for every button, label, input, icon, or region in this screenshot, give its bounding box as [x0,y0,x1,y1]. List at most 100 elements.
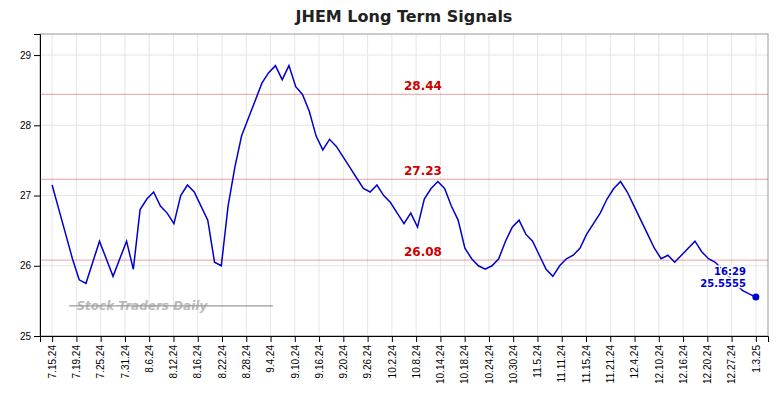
tick: 10.18.24 [459,336,470,384]
plot-area [40,66,768,301]
tick: 9.4.24 [265,336,276,373]
y-axis: 25 26 27 28 29 [20,35,41,342]
x-axis: 7.15.247.19.247.25.247.31.248.6.248.12.2… [41,336,769,384]
tick-label: 9.16.24 [314,345,325,379]
tick-label: 9.26.24 [362,345,373,379]
tick: 9.20.24 [338,336,349,378]
grid [40,34,768,336]
tick-mark [732,336,733,342]
reference-line [40,260,768,261]
tick: 7.25.24 [95,336,106,378]
tick: 10.14.24 [435,336,446,384]
tick-mark [343,336,344,342]
grid-line [124,34,125,336]
tick: 12.27.24 [726,336,737,384]
tick-mark [513,336,514,342]
tick-label: 8.16.24 [192,345,203,379]
tick: 28 [20,120,40,131]
tick-label: 10.14.24 [435,345,446,384]
tick-label: 7.19.24 [71,345,82,379]
tick-label: 12.10.24 [654,345,665,384]
grid-line [319,34,320,336]
tick-label: 11.5.24 [532,345,543,378]
grid-line [246,34,247,336]
tick-mark [659,336,660,342]
grid-line [197,34,198,336]
tick-label: 12.16.24 [678,345,689,384]
tick-mark [173,336,174,342]
tick-label: 8.22.24 [217,345,228,379]
tick: 29 [20,50,40,61]
tick-mark [610,336,611,342]
tick-label: 12.20.24 [702,345,713,384]
tick-mark [149,336,150,342]
tick-label: 9.20.24 [338,345,349,379]
tick: 10.2.24 [387,336,398,378]
tick: 11.11.24 [556,336,567,382]
tick-mark [440,336,441,342]
tick-label: 25 [20,331,32,342]
tick-mark [537,336,538,342]
tick-mark [34,125,40,126]
tick-mark [52,336,53,342]
plot-frame [40,34,768,336]
tick: 10.30.24 [508,336,519,384]
grid-line [755,34,756,336]
grid-line [222,34,223,336]
tick-mark [416,336,417,342]
tick-mark [465,336,466,342]
grid-line [683,34,684,336]
tick: 9.16.24 [314,336,325,378]
tick: 7.15.24 [47,336,58,378]
last-point [752,293,759,300]
tick-label: 7.25.24 [95,345,106,379]
reference-line [40,179,768,180]
tick-mark [368,336,369,342]
axis-line [41,337,769,343]
tick-mark [707,336,708,342]
reference-label: 27.23 [404,164,442,178]
tick-mark [635,336,636,342]
grid-line [100,34,101,336]
tick-mark [392,336,393,342]
tick-mark [76,336,77,342]
tick-label: 10.30.24 [508,345,519,384]
tick: 12.16.24 [678,336,689,384]
grid-line [731,34,732,336]
tick: 11.15.24 [581,336,592,383]
annotations: 28.4427.2326.0816:2925.5555Stock Traders… [69,79,746,313]
tick-label: 7.31.24 [120,345,131,379]
tick-label: 9.4.24 [265,345,276,373]
reference-line [40,94,768,95]
annotation-value: 25.5555 [700,278,746,289]
tick-label: 27 [20,190,32,201]
tick: 8.16.24 [192,336,203,378]
tick: 26 [20,260,40,271]
grid-line [586,34,587,336]
tick-mark [756,336,757,342]
tick-label: 10.2.24 [387,345,398,379]
tick-label: 12.4.24 [629,345,640,379]
tick-mark [101,336,102,342]
tick-mark [125,336,126,342]
tick-mark [271,336,272,342]
grid-line [634,34,635,336]
tick-label: 1.3.25 [751,345,762,373]
grid-line [488,34,489,336]
tick: 1.3.25 [751,336,762,373]
tick: 10.8.24 [411,336,422,378]
tick-label: 9.10.24 [290,345,301,379]
grid-line [149,34,150,336]
tick-mark [222,336,223,342]
tick-mark [34,55,40,56]
tick: 10.24.24 [484,336,495,384]
tick-label: 8.6.24 [144,345,155,373]
tick: 12.10.24 [654,336,665,384]
grid-line [294,34,295,336]
tick-label: 11.21.24 [605,345,616,384]
tick-label: 10.8.24 [411,345,422,379]
reference-label: 26.08 [404,245,442,259]
tick: 11.5.24 [532,336,543,378]
grid-line [464,34,465,336]
watermark-strike [69,305,273,306]
